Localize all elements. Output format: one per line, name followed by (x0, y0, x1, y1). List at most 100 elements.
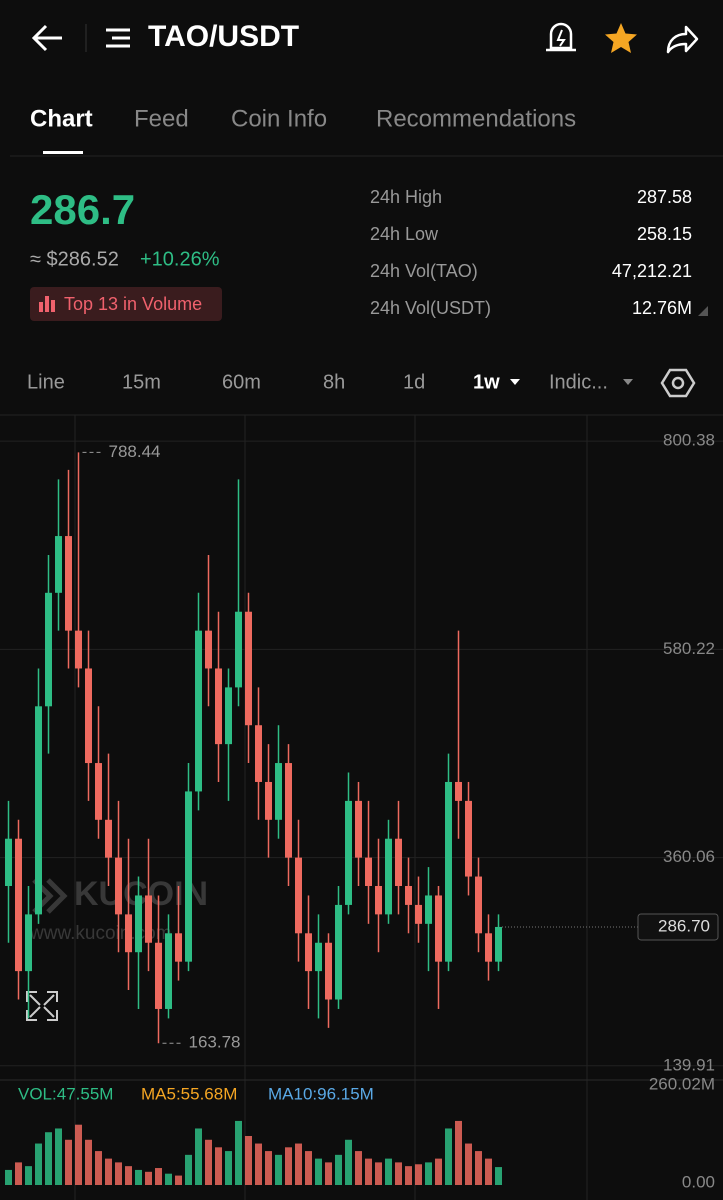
candle-body (375, 886, 382, 915)
candle-body (265, 781, 272, 820)
volume-bar (225, 1151, 232, 1185)
settings-icon[interactable] (660, 368, 696, 398)
tab[interactable]: Feed (134, 105, 189, 132)
tab[interactable]: Chart (30, 105, 93, 132)
volume-bar (155, 1168, 162, 1185)
candle-body (115, 857, 122, 915)
tab[interactable]: Recommendations (376, 105, 576, 132)
volume-badge[interactable] (30, 287, 222, 321)
volume-bar (365, 1158, 372, 1185)
candle-body (295, 857, 302, 934)
volume-bar (395, 1162, 402, 1185)
interval-option[interactable]: 1w (473, 371, 500, 393)
candle-body (55, 536, 62, 593)
stat-value: 287.58 (637, 187, 692, 207)
volume-bar (435, 1158, 442, 1185)
tab[interactable]: Coin Info (231, 105, 327, 132)
candle-body (95, 763, 102, 820)
badge-icon (39, 296, 55, 312)
interval-option[interactable]: Indic... (549, 371, 608, 393)
volume-bar (295, 1143, 302, 1185)
candle-body (415, 904, 422, 924)
volume-bar (175, 1175, 182, 1185)
candle-body (495, 926, 502, 962)
candle-body (135, 895, 142, 953)
candle-body (385, 838, 392, 915)
candle-body (145, 895, 152, 943)
volume-bar (195, 1128, 202, 1185)
volume-bar (315, 1158, 322, 1185)
candle-body (45, 592, 52, 707)
volume-bar (15, 1162, 22, 1185)
volume-bar (245, 1136, 252, 1185)
volume-bar (85, 1139, 92, 1185)
candle-body (365, 857, 372, 887)
y-tick-label: 360.06 (663, 847, 715, 866)
volume-bar (465, 1143, 472, 1185)
candle-body (325, 942, 332, 1000)
candle-body (35, 706, 42, 915)
time-grid (74, 415, 588, 1200)
pair-title: TAO/USDT (148, 20, 299, 53)
volume-bar (95, 1151, 102, 1185)
candle-body (125, 914, 132, 953)
candle-body (305, 933, 312, 972)
candle-body (175, 933, 182, 962)
stat-label: 24h High (370, 187, 442, 207)
volume-bar (105, 1158, 112, 1185)
interval-option[interactable]: 60m (222, 371, 261, 393)
tab-bar: Chart Feed Coin Info Recommendations (30, 105, 576, 154)
volume-tick-label: 260.02M (649, 1074, 715, 1093)
volume-bar (5, 1169, 12, 1185)
volume-bar (55, 1128, 62, 1185)
volume-bar (115, 1162, 122, 1185)
expand-indicator (698, 306, 708, 316)
volume-bar (205, 1139, 212, 1185)
tab-indicator (43, 151, 83, 154)
alert-icon[interactable] (546, 22, 576, 52)
volume-bar (445, 1128, 452, 1185)
candle-body (285, 763, 292, 858)
favorite-star[interactable] (605, 23, 637, 53)
stat-label: 24h Vol(USDT) (370, 298, 491, 318)
dropdown-caret (510, 379, 520, 385)
badge-text: Top 13 in Volume (64, 294, 202, 314)
candle-body (5, 838, 12, 887)
candle-body (335, 904, 342, 1000)
interval-option[interactable]: 8h (323, 371, 345, 393)
last-price: 286.7 (30, 186, 135, 233)
volume-bar (275, 1154, 282, 1185)
share-icon[interactable] (666, 25, 699, 54)
candle-body (405, 886, 412, 905)
volume-bar (325, 1162, 332, 1185)
volume-bar (385, 1158, 392, 1185)
volume-bar (455, 1120, 462, 1185)
candle-body (275, 763, 282, 820)
volume-bar (35, 1143, 42, 1185)
candle-body (445, 781, 452, 962)
interval-option[interactable]: 15m (122, 371, 161, 393)
volume-bar (405, 1166, 412, 1185)
stat-value: 258.15 (637, 224, 692, 244)
volume-bar (285, 1147, 292, 1185)
candlestick-chart: 800.38 580.22 360.06 139.91 788.44 163.78 286.… (0, 431, 723, 1191)
candle-body (245, 611, 252, 726)
interval-option[interactable]: 1d (403, 371, 425, 393)
volume-legend: VOL:47.55M (18, 1084, 113, 1103)
candle-body (165, 933, 172, 1009)
volume-bar (235, 1120, 242, 1185)
volume-bar (495, 1167, 502, 1185)
candle-body (475, 876, 482, 934)
candle-body (195, 630, 202, 792)
candle-body (215, 668, 222, 745)
back-button[interactable] (31, 24, 62, 52)
menu-icon[interactable] (106, 28, 130, 48)
volume-bar (165, 1173, 172, 1185)
volume-bar (475, 1151, 482, 1185)
interval-option[interactable]: Line (27, 371, 65, 393)
fullscreen-button[interactable] (26, 991, 58, 1021)
candle-body (435, 895, 442, 962)
candle-body (75, 630, 82, 669)
